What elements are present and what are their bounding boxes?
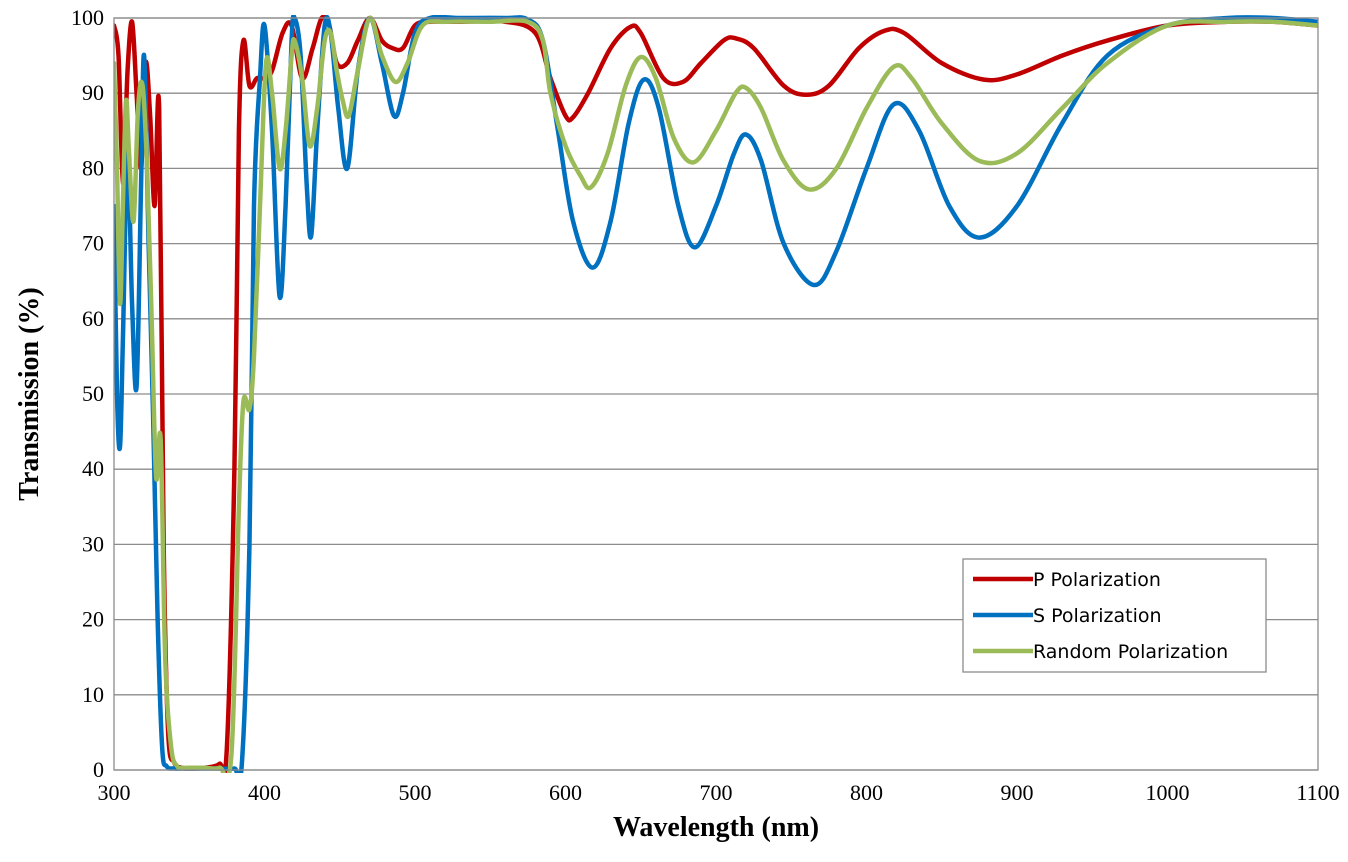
x-tick-label: 700 [700, 780, 733, 805]
x-tick-label: 300 [98, 780, 131, 805]
legend-label: Random Polarization [1033, 641, 1228, 663]
y-tick-label: 80 [82, 155, 104, 180]
legend-label: S Polarization [1033, 605, 1162, 627]
x-tick-label: 900 [1001, 780, 1034, 805]
y-tick-label: 20 [82, 607, 104, 632]
y-tick-label: 0 [93, 757, 104, 782]
y-tick-label: 30 [82, 531, 104, 556]
x-tick-label: 800 [850, 780, 883, 805]
x-tick-label: 400 [248, 780, 281, 805]
legend-label: P Polarization [1033, 569, 1161, 591]
series-line-random-polarization [114, 15, 1318, 773]
y-axis-title: Transmission (%) [14, 287, 45, 500]
y-tick-labels: 0 10 20 30 40 50 60 70 80 90 100 [71, 5, 104, 782]
y-tick-label: 10 [82, 682, 104, 707]
plot-frame [113, 17, 1319, 771]
y-tick-label: 90 [82, 80, 104, 105]
series-lines [114, 15, 1318, 773]
y-tick-label: 50 [82, 381, 104, 406]
x-axis-title: Wavelength (nm) [613, 812, 819, 843]
x-tick-label: 600 [549, 780, 582, 805]
y-tick-label: 60 [82, 306, 104, 331]
x-tick-labels: 300 400 500 600 700 800 900 1000 1100 [98, 780, 1340, 805]
legend: P Polarization S Polarization Random Polar… [962, 558, 1267, 673]
y-tick-label: 40 [82, 456, 104, 481]
x-tick-label: 1000 [1146, 780, 1190, 805]
x-tick-label: 1100 [1296, 780, 1339, 805]
x-tick-label: 500 [399, 780, 432, 805]
y-tick-label: 70 [82, 231, 104, 256]
y-tick-label: 100 [71, 5, 104, 30]
